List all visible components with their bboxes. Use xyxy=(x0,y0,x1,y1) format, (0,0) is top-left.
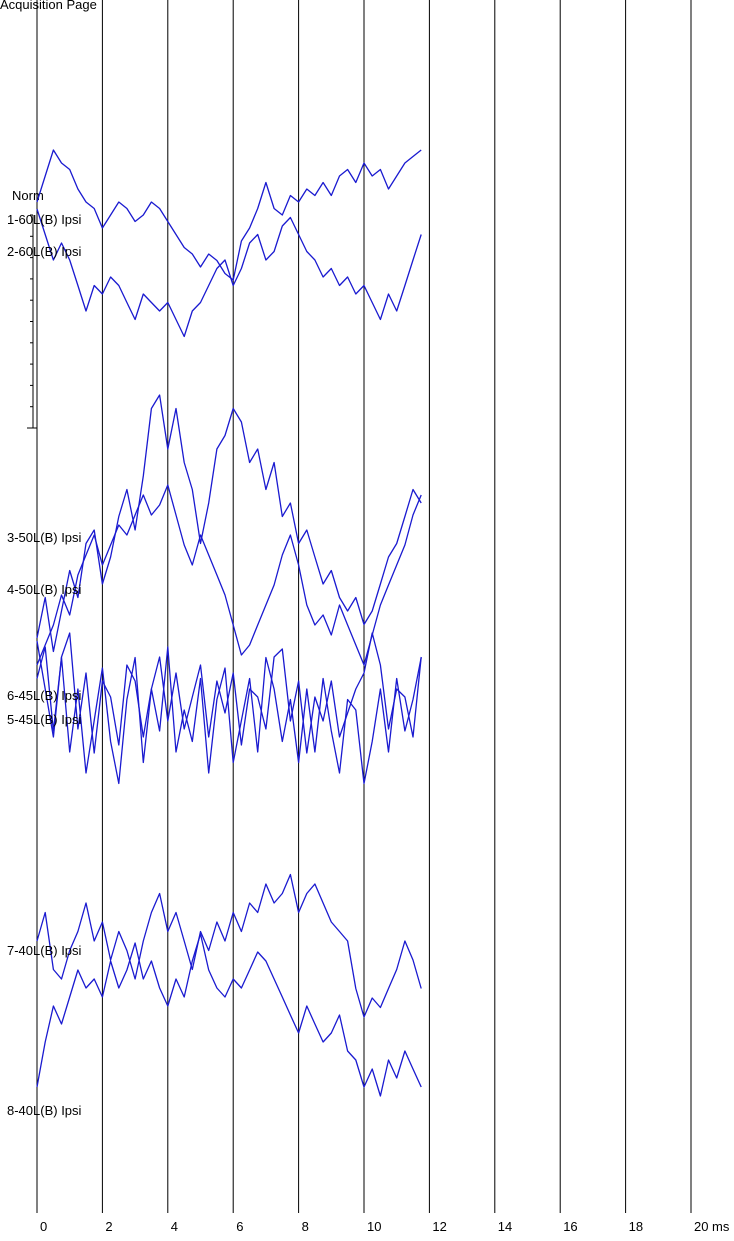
trace-8 xyxy=(36,933,422,1097)
trace-4 xyxy=(36,484,422,666)
x-unit-label: ms xyxy=(712,1219,730,1234)
trace-2 xyxy=(36,208,422,338)
page-title: Acquisition Page xyxy=(0,0,97,12)
x-tick-label-2: 2 xyxy=(105,1219,112,1234)
trace-label-1: 1-60L(B) Ipsi xyxy=(7,212,82,227)
trace-label-3: 3-50L(B) Ipsi xyxy=(7,530,82,545)
x-tick-label-14: 14 xyxy=(498,1219,512,1234)
x-tick-label-18: 18 xyxy=(629,1219,643,1234)
x-tick-label-20: 20 xyxy=(694,1219,708,1234)
vertical-gridlines xyxy=(36,0,692,1213)
trace-labels: 1-60L(B) Ipsi 2-60L(B) Ipsi 3-50L(B) Ipsi 4… xyxy=(7,212,82,1118)
x-axis-ticks: 0 2 4 6 8 10 12 14 16 18 20 xyxy=(40,1219,708,1234)
trace-label-5: 5-45L(B) Ipsi xyxy=(7,712,82,727)
trace-label-6: 6-45L(B) Ipsi xyxy=(7,688,82,703)
x-tick-label-16: 16 xyxy=(563,1219,577,1234)
norm-label: Norm xyxy=(12,188,44,203)
waveform-traces xyxy=(36,149,422,1097)
x-tick-label-6: 6 xyxy=(236,1219,243,1234)
trace-5 xyxy=(36,632,422,754)
x-tick-label-12: 12 xyxy=(432,1219,446,1234)
x-tick-label-0: 0 xyxy=(40,1219,47,1234)
x-tick-label-8: 8 xyxy=(302,1219,309,1234)
trace-7 xyxy=(36,873,422,1018)
trace-1 xyxy=(36,149,422,281)
amplitude-scale-bar xyxy=(27,214,37,429)
x-tick-label-10: 10 xyxy=(367,1219,381,1234)
x-tick-label-4: 4 xyxy=(171,1219,178,1234)
trace-label-7: 7-40L(B) Ipsi xyxy=(7,943,82,958)
trace-label-2: 2-60L(B) Ipsi xyxy=(7,244,82,259)
trace-3 xyxy=(36,394,422,653)
trace-label-8: 8-40L(B) Ipsi xyxy=(7,1103,82,1118)
trace-label-4: 4-50L(B) Ipsi xyxy=(7,582,82,597)
trace-6 xyxy=(36,646,422,785)
